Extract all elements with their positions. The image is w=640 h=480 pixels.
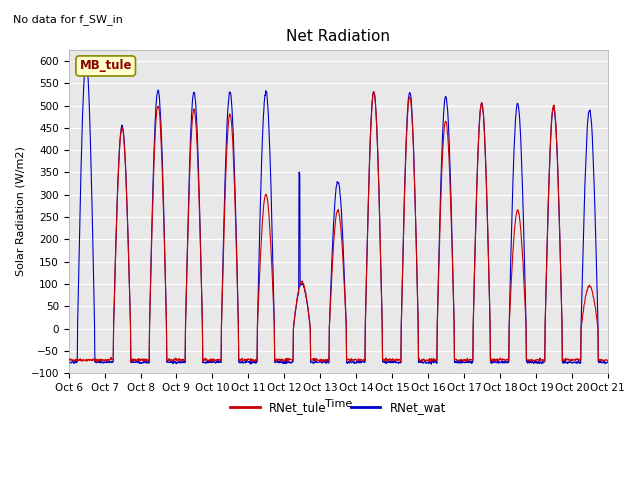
RNet_wat	[493, 359, 500, 365]
RNet_wat	[83, 58, 90, 64]
Text: MB_tule: MB_tule	[79, 60, 132, 72]
Title: Net Radiation: Net Radiation	[286, 29, 390, 44]
RNet_tule	[245, 357, 253, 363]
RNet_tule	[172, 355, 180, 361]
Line: RNet_tule: RNet_tule	[68, 92, 608, 362]
RNet_wat	[428, 361, 435, 367]
RNet_tule	[127, 359, 134, 365]
Y-axis label: Solar Radiation (W/m2): Solar Radiation (W/m2)	[15, 146, 25, 276]
RNet_wat	[604, 360, 612, 365]
RNet_wat	[541, 359, 548, 365]
RNet_tule	[65, 357, 72, 362]
RNet_tule	[493, 357, 500, 362]
RNet_wat	[65, 359, 72, 365]
RNet_tule	[422, 358, 430, 363]
Line: RNet_wat: RNet_wat	[68, 61, 608, 364]
RNet_tule	[370, 89, 378, 95]
RNet_wat	[422, 360, 430, 366]
RNet_wat	[185, 185, 193, 191]
RNet_wat	[172, 359, 180, 364]
Text: No data for f_SW_in: No data for f_SW_in	[13, 14, 123, 25]
RNet_tule	[604, 358, 612, 363]
RNet_wat	[245, 359, 253, 365]
X-axis label: Time: Time	[324, 399, 352, 408]
RNet_tule	[185, 195, 193, 201]
RNet_tule	[541, 357, 548, 363]
Legend: RNet_tule, RNet_wat: RNet_tule, RNet_wat	[226, 397, 451, 419]
